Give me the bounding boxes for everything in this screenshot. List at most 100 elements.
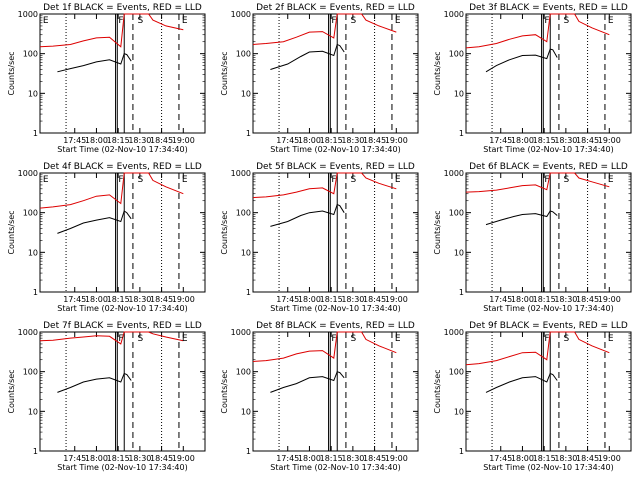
y-tick-label: 100: [236, 368, 251, 377]
y-tick-label: 10: [28, 407, 38, 416]
x-axis-label: Start Time (02-Nov-10 17:34:40): [270, 304, 400, 313]
y-axis-label: Counts/sec: [433, 369, 442, 413]
y-tick-label: 100: [449, 209, 464, 218]
y-tick-label: 100: [449, 50, 464, 59]
x-tick-label: 18:30: [128, 295, 151, 304]
x-axis-label: Start Time (02-Nov-10 17:34:40): [57, 145, 187, 154]
y-axis-label: Counts/sec: [433, 51, 442, 95]
panel-title: Det 5f BLACK = Events, RED = LLD: [256, 162, 415, 172]
flag-label: F: [331, 334, 336, 344]
x-tick-label: 17:45: [63, 454, 86, 463]
y-tick-label: 10: [454, 407, 464, 416]
detector-panel-8: Det 8f BLACK = Events, RED = LLD 1 10 100 10…: [220, 321, 419, 472]
x-tick-label: 18:15: [320, 136, 343, 145]
lld-series-line: [252, 331, 397, 362]
x-tick-label: 18:00: [511, 454, 534, 463]
flag-label: S: [564, 334, 570, 344]
x-tick-label: 17:45: [276, 295, 299, 304]
y-tick-label: 1: [33, 447, 38, 456]
flag-label: S: [564, 175, 570, 185]
lld-series-line: [39, 13, 184, 48]
lld-series-line: [252, 13, 397, 45]
y-tick-label: 100: [449, 368, 464, 377]
flag-label: S: [351, 16, 357, 26]
y-tick-label: 100: [23, 209, 38, 218]
plot-frame: [465, 331, 632, 452]
x-tick-label: 19:00: [172, 136, 195, 145]
x-tick-label: 17:45: [276, 136, 299, 145]
x-tick-label: 17:45: [276, 454, 299, 463]
x-axis-label: Start Time (02-Nov-10 17:34:40): [483, 463, 613, 472]
x-tick-label: 17:45: [63, 295, 86, 304]
y-tick-label: 1000: [231, 10, 251, 19]
x-tick-label: 18:15: [533, 295, 556, 304]
detector-panel-5: Det 5f BLACK = Events, RED = LLD 1 10 100 10…: [220, 162, 419, 313]
x-axis-label: Start Time (02-Nov-10 17:34:40): [483, 145, 613, 154]
x-tick-label: 19:00: [598, 454, 621, 463]
detector-panel-7: Det 7f BLACK = Events, RED = LLD 1 10 100 10…: [7, 321, 206, 472]
plot-frame: [39, 13, 206, 134]
x-tick-label: 19:00: [385, 295, 408, 304]
x-tick-label: 18:45: [363, 454, 386, 463]
y-tick-label: 1: [459, 129, 464, 138]
y-tick-label: 1: [33, 129, 38, 138]
flag-label: F: [544, 175, 549, 185]
x-axis-label: Start Time (02-Nov-10 17:34:40): [270, 463, 400, 472]
x-tick-label: 19:00: [598, 295, 621, 304]
detector-panel-6: Det 6f BLACK = Events, RED = LLD 1 10 100 10…: [433, 162, 632, 313]
flag-label: F: [118, 175, 123, 185]
x-tick-label: 18:15: [320, 454, 343, 463]
lld-series-line: [39, 331, 184, 345]
flag-label: E: [182, 175, 188, 185]
y-tick-label: 10: [241, 248, 251, 257]
flag-label: F: [331, 175, 336, 185]
flag-label: E: [43, 16, 49, 26]
y-tick-label: 1000: [18, 10, 38, 19]
x-tick-label: 18:30: [341, 295, 364, 304]
flag-label: S: [138, 175, 144, 185]
y-tick-label: 1000: [18, 328, 38, 337]
panel-title: Det 6f BLACK = Events, RED = LLD: [469, 162, 628, 172]
y-axis-label: Counts/sec: [220, 210, 229, 254]
y-tick-label: 10: [454, 248, 464, 257]
x-tick-label: 18:00: [298, 454, 321, 463]
flag-label: F: [118, 334, 123, 344]
x-tick-label: 18:45: [576, 454, 599, 463]
x-tick-label: 18:45: [363, 136, 386, 145]
x-tick-label: 17:45: [489, 295, 512, 304]
x-tick-label: 18:00: [85, 136, 108, 145]
x-tick-label: 18:30: [341, 454, 364, 463]
detector-panel-2: Det 2f BLACK = Events, RED = LLD 1 10 100 10…: [220, 3, 419, 154]
lld-series-line: [465, 13, 610, 49]
y-tick-label: 10: [454, 89, 464, 98]
events-series-line: [57, 53, 132, 73]
y-tick-label: 1: [246, 447, 251, 456]
y-tick-label: 10: [241, 89, 251, 98]
x-tick-label: 19:00: [385, 454, 408, 463]
x-tick-label: 18:00: [85, 295, 108, 304]
x-tick-label: 19:00: [385, 136, 408, 145]
x-tick-label: 18:15: [107, 136, 130, 145]
panel-title: Det 3f BLACK = Events, RED = LLD: [469, 3, 628, 13]
flag-label: S: [138, 16, 144, 26]
x-tick-label: 17:45: [489, 136, 512, 145]
flag-label: S: [138, 334, 144, 344]
y-axis-label: Counts/sec: [220, 369, 229, 413]
flag-label: S: [351, 334, 357, 344]
events-series-line: [270, 43, 345, 70]
panel-title: Det 9f BLACK = Events, RED = LLD: [469, 321, 628, 331]
y-tick-label: 10: [241, 407, 251, 416]
flag-label: E: [395, 175, 401, 185]
lld-series-line: [465, 331, 610, 366]
detector-panel-3: Det 3f BLACK = Events, RED = LLD 1 10 100 10…: [433, 3, 632, 154]
detector-panel-9: Det 9f BLACK = Events, RED = LLD 1 10 100 10…: [433, 321, 632, 472]
x-tick-label: 18:30: [128, 454, 151, 463]
y-tick-label: 100: [236, 209, 251, 218]
x-tick-label: 18:15: [320, 295, 343, 304]
x-tick-label: 18:30: [128, 136, 151, 145]
flag-label: E: [608, 16, 614, 26]
x-tick-label: 18:00: [511, 136, 534, 145]
x-tick-label: 18:30: [554, 295, 577, 304]
x-tick-label: 18:30: [554, 136, 577, 145]
